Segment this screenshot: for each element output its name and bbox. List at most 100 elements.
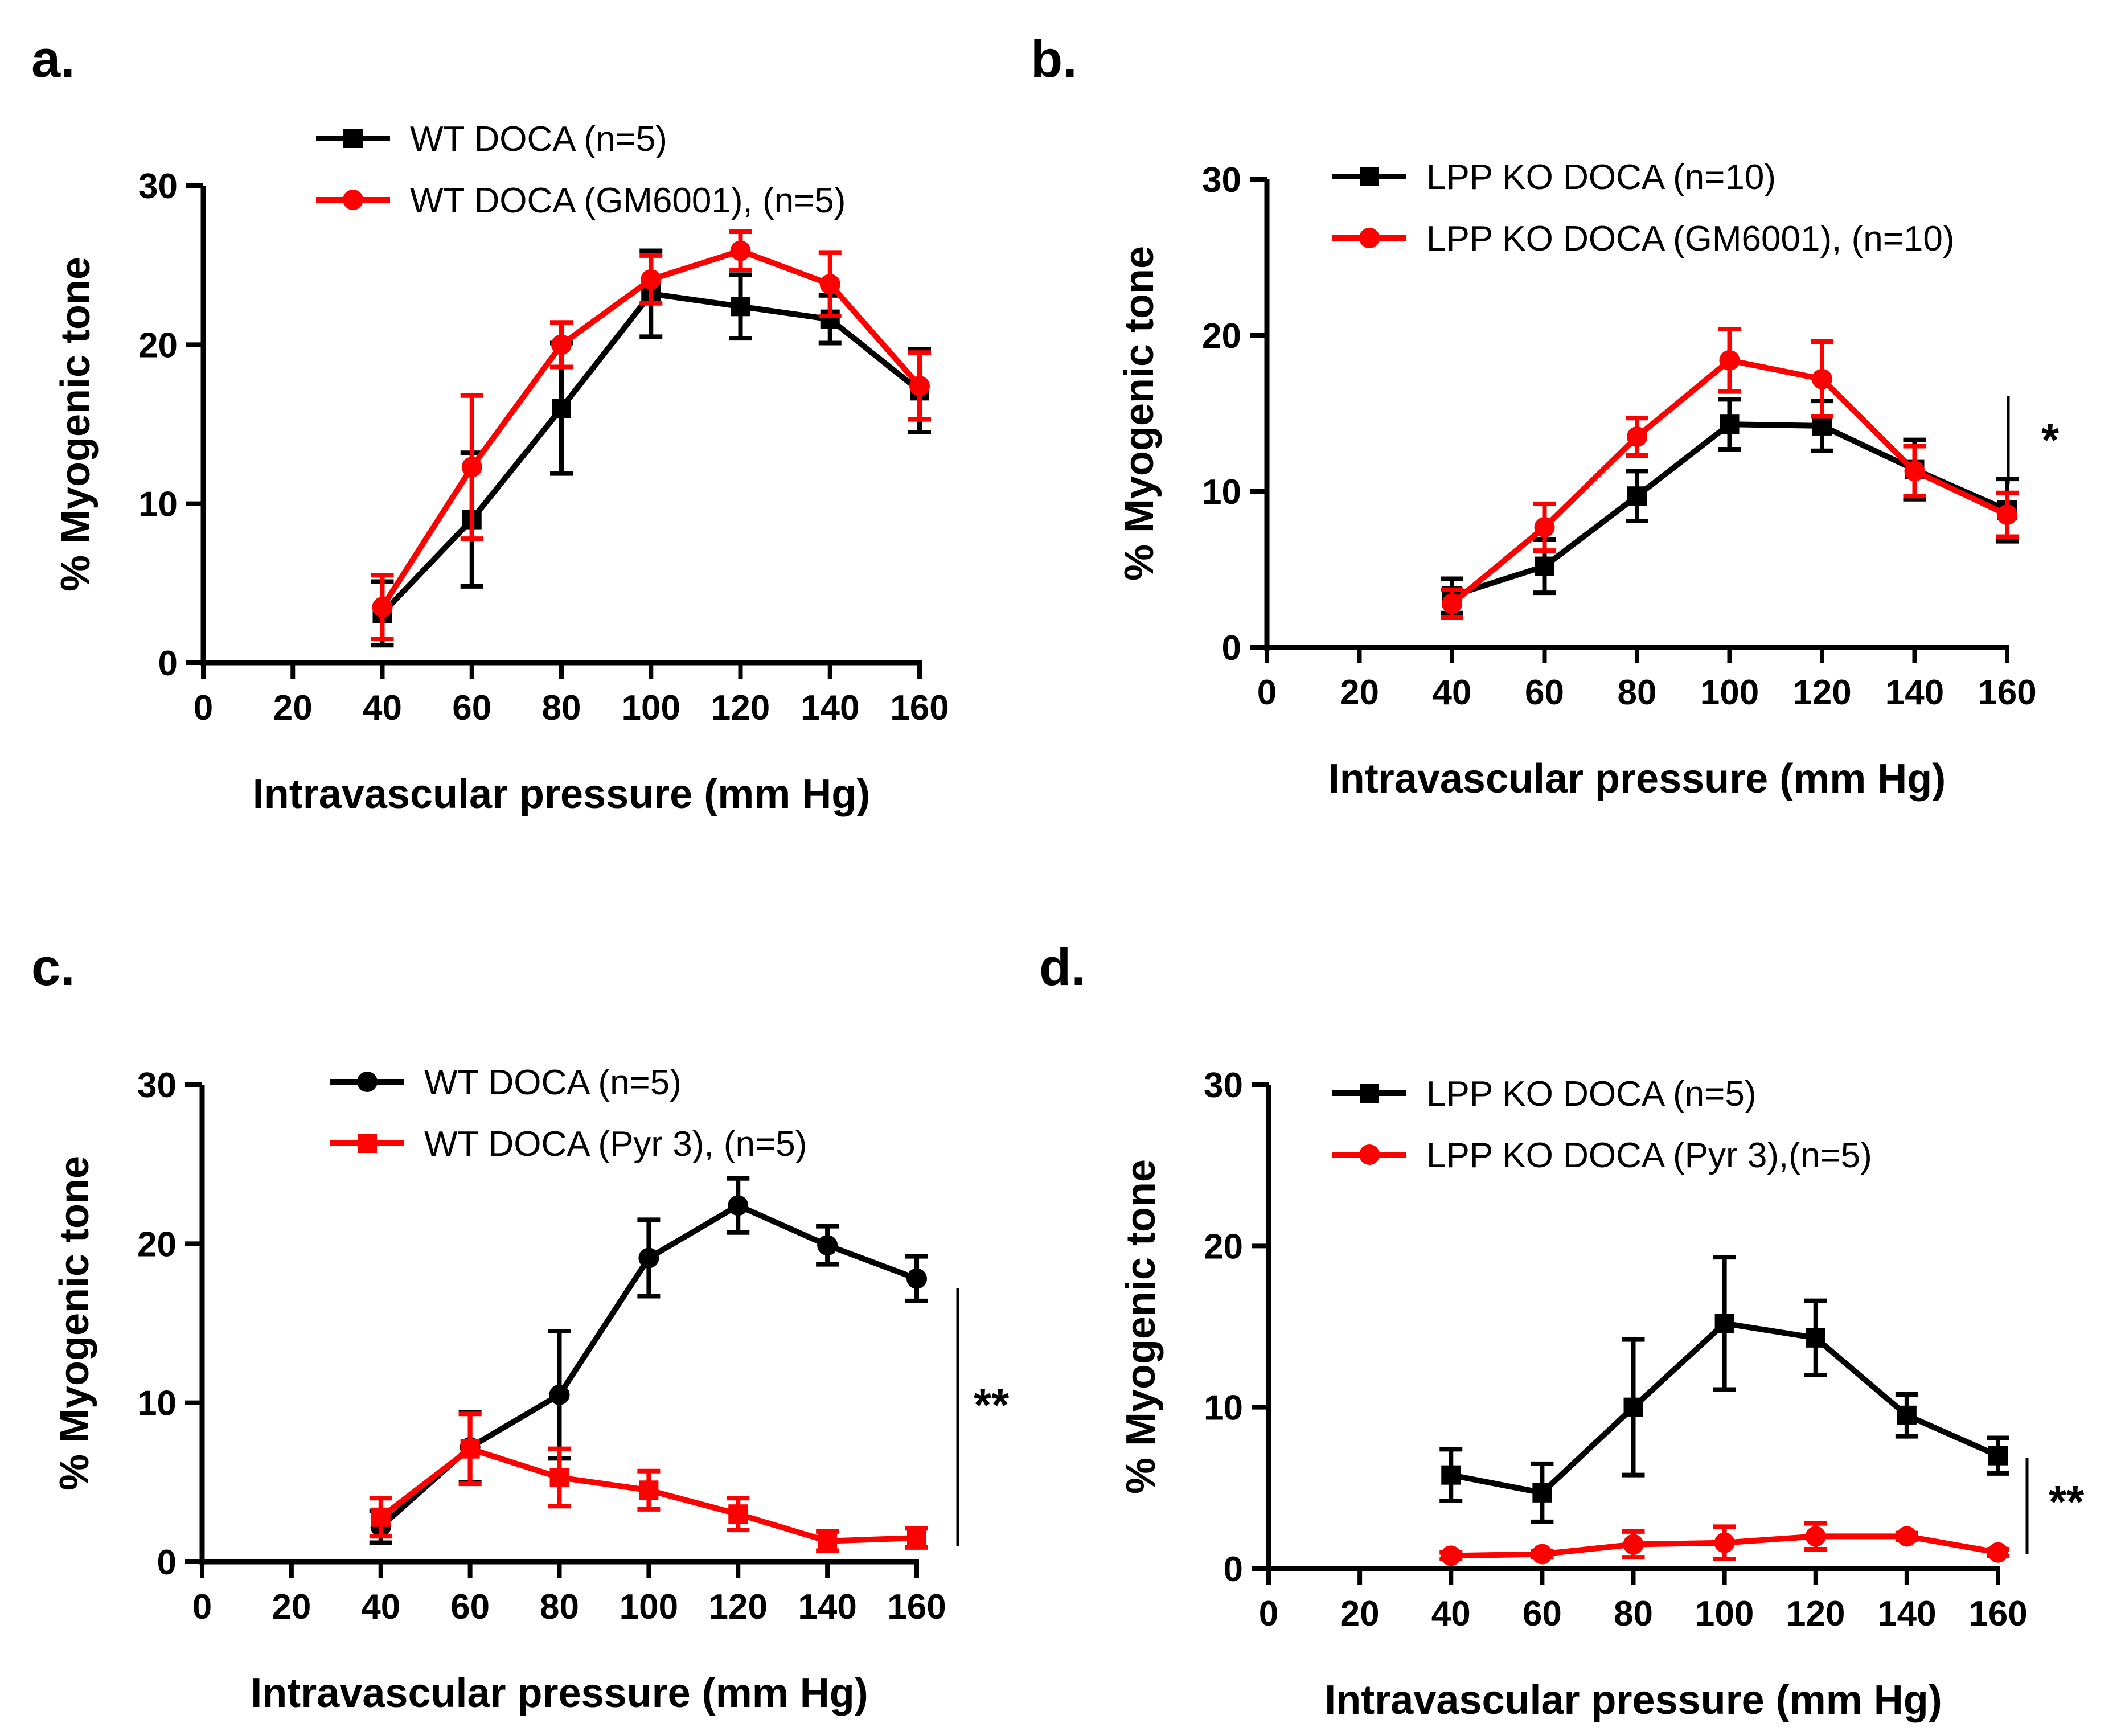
data-point — [552, 399, 571, 418]
panel-letter: a. — [31, 30, 75, 88]
y-tick-label: 10 — [1202, 473, 1241, 512]
data-point — [1441, 1465, 1461, 1485]
x-tick-label: 60 — [1523, 1594, 1562, 1634]
y-tick-label: 30 — [137, 1066, 177, 1105]
data-point — [1441, 1545, 1462, 1566]
significance-label: * — [2041, 414, 2060, 465]
series-control — [1441, 397, 2019, 615]
significance-label: ** — [974, 1380, 1010, 1430]
x-tick-label: 100 — [620, 1587, 678, 1627]
y-tick-label: 0 — [1222, 629, 1241, 668]
data-point — [1627, 426, 1647, 448]
y-axis-title: % Myogenic tone — [52, 1156, 97, 1491]
legend-swatch-marker — [343, 129, 363, 148]
data-point — [728, 1504, 748, 1524]
y-axis-title: % Myogenic tone — [53, 257, 99, 592]
chart-panel-b: b. 0 20 40 60 80 100 120 140 160 0 10 20 30 Intravascu… — [1031, 30, 2060, 802]
x-tick-label: 160 — [1968, 1594, 2027, 1634]
data-point — [1812, 416, 1832, 436]
data-point — [1714, 1532, 1735, 1553]
data-point — [1997, 504, 2017, 526]
data-point — [818, 1531, 838, 1551]
data-point — [1534, 517, 1555, 538]
legend-swatch-marker — [358, 1134, 377, 1153]
chart-panel-c: c. 0 20 40 60 80 100 120 140 160 0 10 20 30 Intravascu… — [31, 938, 1010, 1716]
x-tick-label: 100 — [1695, 1594, 1754, 1634]
x-tick-label: 20 — [1340, 673, 1379, 712]
y-tick-label: 20 — [138, 326, 178, 365]
data-point — [639, 1480, 659, 1500]
data-point — [1714, 1314, 1734, 1333]
legend-label: WT DOCA (n=5) — [424, 1063, 682, 1102]
y-tick-label: 30 — [1204, 1066, 1243, 1105]
legend-swatch-marker — [1360, 1084, 1379, 1103]
data-point — [551, 334, 572, 355]
x-tick-label: 0 — [194, 688, 213, 728]
y-tick-label: 30 — [1202, 161, 1241, 200]
legend-label: WT DOCA (GM6001), (n=5) — [410, 181, 846, 220]
legend-label: WT DOCA (n=5) — [410, 120, 667, 159]
data-point — [909, 375, 930, 396]
x-tick-label: 80 — [1618, 673, 1657, 712]
data-point — [907, 1528, 926, 1548]
x-tick-label: 80 — [542, 688, 581, 728]
data-point — [1623, 1397, 1643, 1417]
data-point — [1988, 1542, 2008, 1563]
x-tick-label: 40 — [1433, 673, 1472, 712]
legend-label: LPP KO DOCA (n=5) — [1426, 1074, 1757, 1114]
panel-letter: d. — [1039, 938, 1086, 996]
data-point — [730, 240, 751, 261]
x-tick-label: 0 — [192, 1587, 212, 1627]
x-tick-label: 140 — [801, 688, 859, 728]
chart-panel-a: a. 0 20 40 60 80 100 120 140 160 0 10 20 30 Intravascu… — [31, 30, 949, 817]
data-point — [460, 1439, 480, 1459]
y-tick-label: 30 — [138, 167, 178, 206]
legend-label: LPP KO DOCA (n=10) — [1426, 158, 1776, 197]
x-tick-label: 80 — [540, 1587, 579, 1627]
x-tick-label: 60 — [1525, 673, 1564, 712]
legend-entry: LPP KO DOCA (n=5) — [1332, 1074, 1757, 1114]
data-point — [1988, 1446, 2008, 1466]
legend-entry: LPP KO DOCA (GM6001), (n=10) — [1332, 219, 1955, 258]
legend-entry: LPP KO DOCA (Pyr 3),(n=5) — [1332, 1136, 1872, 1175]
chart-panel-d: d. 0 20 40 60 80 100 120 140 160 0 10 20 30 Intravascu… — [1039, 938, 2085, 1723]
series-treated — [371, 229, 931, 642]
legend-entry: LPP KO DOCA (n=10) — [1332, 158, 1776, 197]
data-point — [1812, 368, 1832, 389]
x-tick-label: 160 — [1978, 673, 2036, 712]
panel-letter: c. — [31, 938, 75, 996]
x-tick-label: 60 — [452, 688, 491, 728]
x-tick-label: 40 — [363, 688, 402, 728]
legend-entry: WT DOCA (n=5) — [330, 1063, 682, 1102]
y-tick-label: 10 — [138, 485, 178, 524]
x-tick-label: 20 — [272, 1587, 311, 1627]
data-point — [819, 274, 840, 295]
x-tick-label: 160 — [890, 688, 949, 728]
y-tick-label: 10 — [1204, 1389, 1243, 1428]
x-tick-label: 100 — [1700, 673, 1759, 712]
series-treated — [1441, 327, 2019, 620]
y-tick-label: 20 — [1204, 1227, 1243, 1266]
x-tick-label: 20 — [273, 688, 313, 728]
data-point — [372, 597, 393, 618]
x-tick-label: 120 — [711, 688, 770, 728]
series-treated — [1439, 1521, 2009, 1566]
data-point — [1897, 1405, 1917, 1425]
x-tick-label: 100 — [622, 688, 680, 728]
x-tick-label: 140 — [1885, 673, 1944, 712]
y-axis-title: % Myogenic tone — [1117, 246, 1162, 581]
legend-swatch-marker — [343, 190, 363, 210]
legend-entry: WT DOCA (n=5) — [316, 120, 667, 159]
x-tick-label: 20 — [1340, 1594, 1380, 1634]
x-axis-title: Intravascular pressure (mm Hg) — [1324, 1677, 1942, 1723]
data-point — [641, 269, 662, 290]
x-tick-label: 0 — [1257, 673, 1277, 712]
data-point — [1532, 1483, 1552, 1503]
data-point — [906, 1268, 927, 1289]
data-point — [1904, 461, 1925, 482]
legend-swatch-marker — [1359, 1144, 1380, 1165]
data-point — [731, 297, 750, 317]
y-tick-label: 0 — [158, 644, 178, 683]
y-axis-title: % Myogenic tone — [1118, 1159, 1164, 1494]
